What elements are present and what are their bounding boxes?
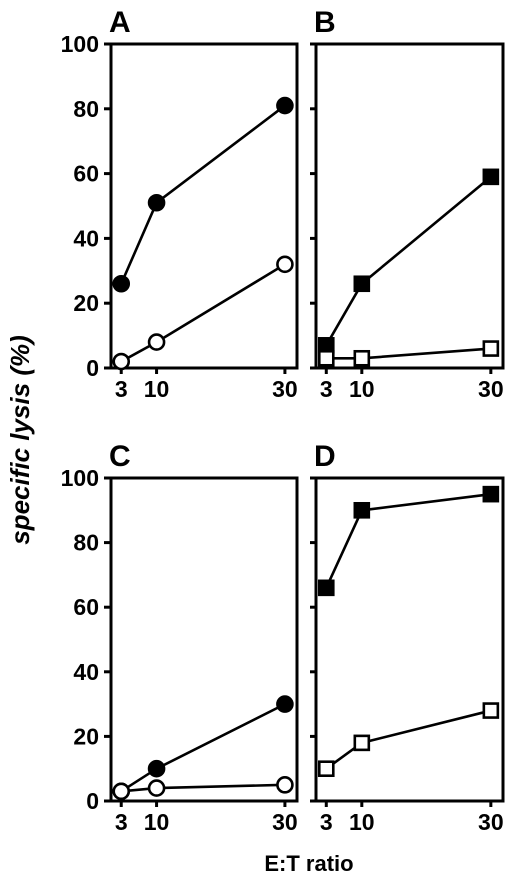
data-point-filled-square [353,275,371,293]
data-point-filled-circle [147,193,166,212]
panel-c: C 0 20 40 60 80 100 3 10 30 [61,440,299,835]
data-point-filled-circle [276,96,294,115]
y-tick-label: 100 [61,465,99,491]
data-point-filled-circle [112,274,131,293]
series-line-filled [325,492,492,589]
x-tick-label: 30 [478,809,504,835]
panel-letter: D [314,440,336,473]
data-point-open-square [482,702,500,719]
panel-letter: A [109,6,131,39]
x-tick-label: 3 [320,809,333,835]
x-tick-label: 3 [320,376,333,402]
data-point-open-square [482,340,500,357]
x-tick-label: 10 [144,809,170,835]
y-tick-label: 40 [73,225,99,251]
x-tick-label: 30 [272,809,298,835]
data-point-open-circle [112,352,131,371]
x-tick-label: 10 [144,376,170,402]
x-tick-label: 10 [349,376,375,402]
series-line-filled [325,175,492,346]
data-point-filled-circle [276,695,294,713]
data-point-filled-square [317,579,335,597]
data-point-open-circle [112,782,131,801]
plot-frame [314,476,505,803]
series-line-filled [120,104,286,285]
panel-b: B 3 10 30 [310,6,505,402]
y-axis-label: specific lysis (%) [5,335,35,545]
data-point-filled-square [482,168,500,186]
data-point-open-square [317,349,335,367]
plot-frame [109,42,299,370]
y-tick-label: 80 [73,530,99,556]
panel-letter: C [109,440,131,473]
series-line-open [326,347,491,360]
series-line-filled [120,702,286,793]
y-tick-label: 80 [73,96,99,122]
panels: A 0 20 40 60 80 100 3 10 30 B 3 10 30 C 0 20 40 60 80 100 3 10… [61,6,505,835]
plot-frame [109,476,299,803]
data-point-filled-square [353,501,371,519]
data-point-open-circle [276,255,294,274]
x-tick-label: 30 [272,376,298,402]
data-point-filled-square [482,485,500,503]
x-axis-label: E:T ratio [264,851,353,876]
x-tick-label: 3 [115,376,128,402]
panel-letter: B [314,6,336,39]
x-tick-label: 3 [115,809,128,835]
y-tick-label: 20 [73,290,99,316]
series-line-open [325,709,492,770]
data-point-open-square [353,734,371,752]
data-point-open-circle [147,333,166,351]
data-point-open-square [353,349,371,367]
y-tick-label: 20 [73,723,99,749]
data-point-open-circle [276,776,294,794]
data-point-filled-circle [147,759,166,778]
panel-d: D 3 10 30 [310,440,505,835]
data-point-open-square [317,760,335,778]
y-tick-label: 0 [86,355,99,381]
x-tick-label: 10 [349,809,375,835]
panel-a: A 0 20 40 60 80 100 3 10 30 [61,6,299,402]
x-tick-label: 30 [478,376,504,402]
series-line-open [121,783,285,793]
y-tick-label: 100 [61,31,99,57]
y-tick-label: 40 [73,659,99,685]
y-tick-label: 0 [86,788,99,814]
y-tick-label: 60 [73,161,99,187]
data-point-open-circle [147,779,166,797]
series-line-open [120,263,286,363]
y-tick-label: 60 [73,594,99,620]
plot-frame [314,42,505,370]
